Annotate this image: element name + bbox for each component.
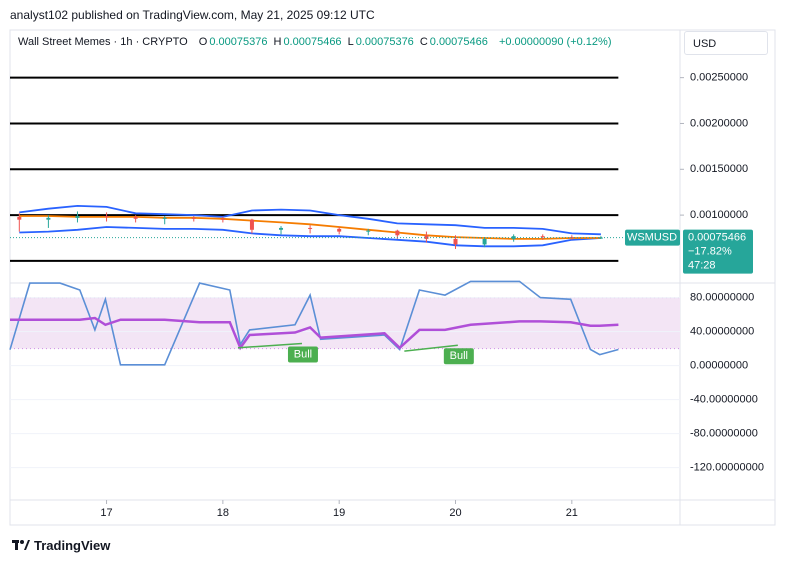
y-tick-label: -80.00000000 — [690, 428, 758, 440]
y-tick-label: 0.00150000 — [690, 163, 748, 175]
candle-body — [104, 216, 109, 218]
y-tick-label: -40.00000000 — [690, 394, 758, 406]
y-tick-label: 80.00000000 — [690, 292, 754, 304]
bull-label: Bull — [294, 348, 312, 360]
candle-body — [75, 216, 80, 218]
candle-body — [482, 238, 487, 245]
candle-body — [308, 227, 313, 229]
publish-info: analyst102 published on TradingView.com,… — [10, 8, 375, 22]
y-tick-label: 40.00000000 — [690, 326, 754, 338]
symbol-legend: Wall Street Memes · 1h · CRYPTO O 0.00075… — [18, 36, 618, 48]
ohlc-label: L — [347, 36, 354, 48]
candle-body — [279, 227, 284, 230]
candle-body — [46, 217, 51, 220]
candle-body — [453, 238, 458, 245]
candle-body — [366, 230, 371, 232]
band-line — [19, 204, 601, 236]
candle-body — [162, 217, 167, 219]
candle-body — [540, 236, 545, 238]
x-tick-label: 17 — [100, 507, 112, 519]
x-tick-label: 19 — [333, 507, 345, 519]
candle-body — [220, 218, 225, 220]
candle-body — [337, 228, 342, 232]
oscillator-line — [9, 280, 619, 366]
frame — [9, 29, 776, 526]
ohlc-value: 0.00075466 — [429, 36, 488, 48]
y-tick-label: 0.00000000 — [690, 360, 748, 372]
x-tick-label: 21 — [566, 507, 578, 519]
symbol-tag — [625, 229, 680, 246]
candle-body — [249, 219, 254, 230]
ohlc-value: 0.00075376 — [355, 36, 414, 48]
y-tick-label: -120.00000000 — [690, 462, 764, 474]
divergence-line — [404, 344, 458, 352]
band-line — [19, 226, 601, 248]
ohlc-value: 0.00075376 — [209, 36, 268, 48]
bull-label-box — [287, 346, 318, 363]
ohlc-label: H — [273, 36, 282, 48]
brand: TradingView — [12, 538, 110, 553]
ohlc-label: O — [198, 36, 208, 48]
price-label: 0.00075466 — [688, 231, 746, 243]
x-tick-label: 20 — [449, 507, 461, 519]
band-line — [19, 215, 601, 240]
ohlc: O 0.00075376 H 0.00075466 L 0.00075376 C 0.0007… — [199, 36, 494, 48]
ohlc-value: 0.00075466 — [283, 36, 342, 48]
price-change: −17.82% — [688, 245, 732, 257]
candle-body — [133, 216, 138, 219]
x-tick-label: 18 — [217, 507, 229, 519]
y-tick-label: 0.00100000 — [690, 209, 748, 221]
y-tick-label: 0.00200000 — [690, 117, 748, 129]
candle-body — [511, 236, 516, 239]
candle-body — [191, 217, 196, 219]
brand-logo — [12, 540, 30, 550]
candle-body — [17, 216, 22, 220]
symbol-title: Wall Street Memes · 1h · CRYPTO — [18, 36, 188, 48]
divergence-line — [237, 342, 303, 349]
price-label-box — [683, 229, 753, 274]
ohlc-label: C — [419, 36, 428, 48]
symbol-tag-text: WSMUSD — [627, 231, 677, 243]
bull-label-box — [443, 348, 474, 365]
candle-body — [598, 237, 603, 239]
oscillator-line — [10, 316, 619, 351]
brand-name: TradingView — [34, 538, 111, 553]
currency-button[interactable]: USD — [684, 31, 768, 55]
y-tick-label: 0.00250000 — [690, 72, 748, 84]
candle-body — [395, 230, 400, 236]
candle-body — [424, 235, 429, 239]
change: +0.00000090 (+0.12%) — [498, 36, 612, 48]
countdown: 47:28 — [688, 259, 716, 271]
bull-label: Bull — [450, 350, 468, 362]
